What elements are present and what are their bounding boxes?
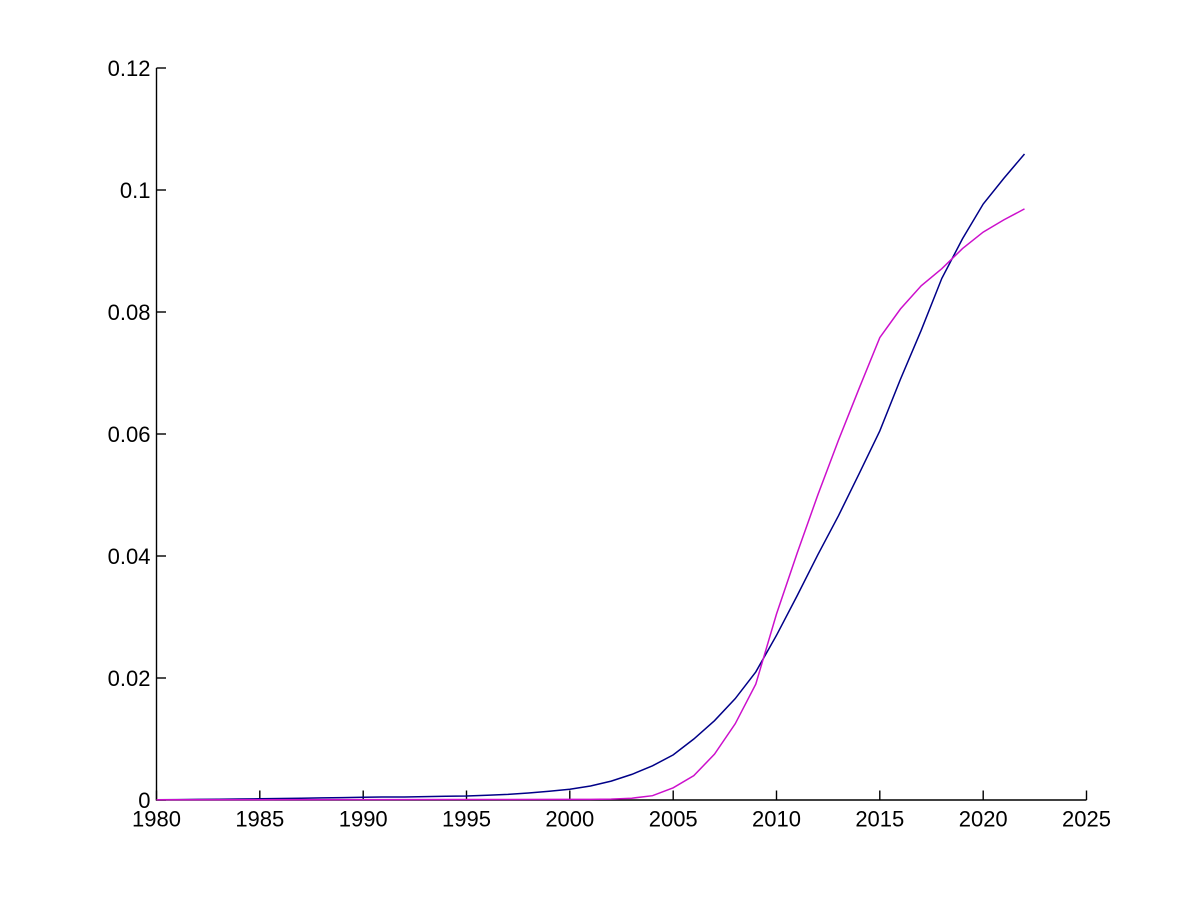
svg-text:0.12: 0.12 (108, 56, 151, 81)
svg-text:2000: 2000 (545, 807, 594, 832)
svg-text:1985: 1985 (235, 807, 284, 832)
svg-text:2010: 2010 (752, 807, 801, 832)
svg-text:1990: 1990 (339, 807, 388, 832)
svg-text:0.08: 0.08 (108, 300, 151, 325)
svg-text:2025: 2025 (1062, 807, 1111, 832)
svg-text:2015: 2015 (855, 807, 904, 832)
svg-text:1995: 1995 (442, 807, 491, 832)
svg-text:0: 0 (138, 788, 150, 813)
svg-text:0.04: 0.04 (108, 544, 151, 569)
svg-text:0.06: 0.06 (108, 422, 151, 447)
svg-text:2020: 2020 (959, 807, 1008, 832)
svg-text:1980: 1980 (132, 807, 181, 832)
svg-text:2005: 2005 (649, 807, 698, 832)
svg-text:0.02: 0.02 (108, 666, 151, 691)
svg-text:0.1: 0.1 (120, 178, 151, 203)
